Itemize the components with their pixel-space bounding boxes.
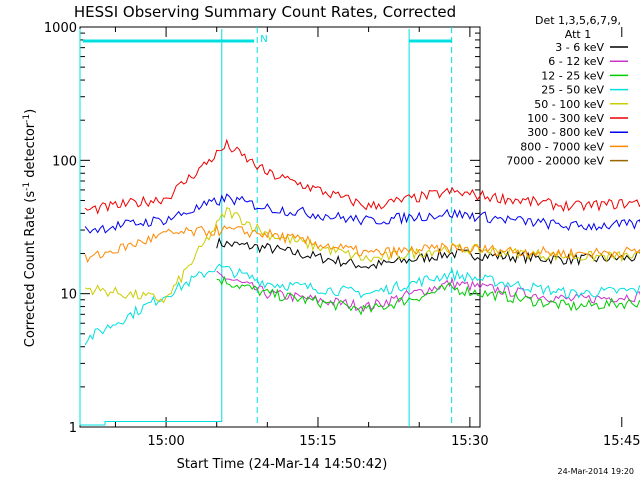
legend-header-1: Det 1,3,5,6,7,9, <box>535 14 621 27</box>
y-axis-label: Corrected Count Rate (s-1 detector-1) <box>22 109 38 347</box>
legend-label: 800 - 7000 keV <box>520 140 604 153</box>
series-line <box>84 207 640 304</box>
series-line <box>84 138 640 215</box>
legend-label: 50 - 100 keV <box>534 98 604 111</box>
attenuator-line <box>79 29 223 426</box>
y-tick-labels: 1 10 100 1000 <box>44 21 77 436</box>
axis-ticks <box>80 26 623 428</box>
y-tick-label: 1 <box>69 421 77 436</box>
x-tick-label: 15:15 <box>299 434 336 449</box>
legend-label: 100 - 300 keV <box>527 112 604 125</box>
series-line <box>84 193 640 234</box>
x-axis-label: Start Time (24-Mar-14 14:50:42) <box>177 457 388 472</box>
chart-title: HESSI Observing Summary Count Rates, Cor… <box>74 3 456 21</box>
series-line <box>84 263 640 346</box>
flag-label: N <box>260 34 267 45</box>
footer-date: 24-Mar-2014 19:20 <box>558 467 635 476</box>
y-tick-label: 1000 <box>44 21 77 36</box>
x-tick-label: 15:45 <box>603 434 640 449</box>
series-line <box>216 237 640 270</box>
legend-label: 12 - 25 keV <box>541 69 604 82</box>
legend-label: 300 - 800 keV <box>527 126 604 139</box>
series-line <box>216 275 640 316</box>
x-tick-label: 15:00 <box>147 434 184 449</box>
x-tick-label: 15:30 <box>451 434 488 449</box>
legend-label: 7000 - 20000 keV <box>506 155 604 168</box>
y-tick-label: 100 <box>52 154 77 169</box>
legend-label: 6 - 12 keV <box>548 55 604 68</box>
series-line <box>84 223 640 264</box>
legend-header-2: Att 1 <box>565 28 591 41</box>
plot-frame <box>79 26 481 428</box>
y-tick-label: 10 <box>60 288 77 303</box>
attenuator-state-lines <box>79 27 453 427</box>
flag-bars: N <box>83 34 452 45</box>
series-line <box>216 270 640 313</box>
legend-label: 25 - 50 keV <box>541 84 604 97</box>
series-lines <box>84 138 640 346</box>
legend-label: 3 - 6 keV <box>555 41 604 54</box>
